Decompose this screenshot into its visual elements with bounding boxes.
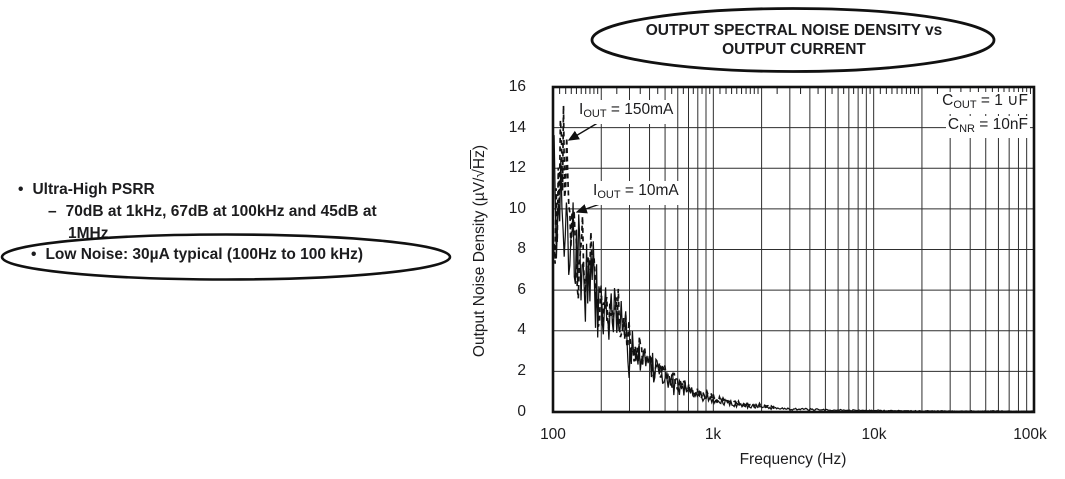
- feature-item-psrr-detail: –70dB at 1kHz, 67dB at 100kHz and 45dB a…: [48, 203, 377, 220]
- sqrt-symbol: √: [471, 169, 488, 178]
- condition-cout-sub: OUT: [953, 99, 977, 111]
- feature-item-low-noise-text: Low Noise: 30µA typical (100Hz to 100 kH…: [45, 246, 364, 263]
- y-axis-title-prefix: Output Noise Density (µV/: [471, 177, 488, 358]
- condition-cnr-rest: = 10nF: [975, 116, 1028, 133]
- feature-item-psrr-detail-text: 70dB at 1kHz, 67dB at 100kHz and 45dB at: [65, 203, 377, 220]
- label-iout-150ma: IOUT = 150mA: [576, 100, 677, 124]
- y-tick-10: 10: [508, 200, 526, 217]
- x-tick-10k: 10k: [861, 426, 887, 443]
- curve-iout-150ma: [552, 105, 775, 409]
- feature-item-psrr: • Ultra-High PSRR: [18, 181, 155, 198]
- condition-cout-rest: = 1 ∪F: [976, 92, 1028, 109]
- bullet-icon: •: [18, 181, 24, 198]
- label-iout-10ma-sub: OUT: [597, 189, 621, 201]
- title-emphasis-ellipse: [590, 7, 996, 73]
- label-iout-10ma: IOUT = 10mA: [590, 181, 682, 205]
- y-axis-title-hz: Hz: [470, 150, 488, 170]
- chart-title-line2: OUTPUT CURRENT: [722, 41, 866, 58]
- x-tick-1k: 1k: [704, 426, 722, 443]
- feature-item-psrr-detail-wrap-text: 1MHz: [68, 225, 109, 242]
- y-tick-4: 4: [517, 321, 526, 338]
- y-axis-title: Output Noise Density (µV/√Hz): [470, 101, 489, 401]
- label-iout-150ma-rest: = 150mA: [606, 101, 674, 118]
- feature-item-psrr-detail-wrap: 1MHz: [68, 225, 108, 242]
- chart-title-line1: OUTPUT SPECTRAL NOISE DENSITY vs: [645, 22, 943, 39]
- label-iout-10ma-rest: = 10mA: [620, 182, 679, 199]
- condition-cout: COUT = 1 ∪F: [940, 92, 1030, 114]
- condition-cnr-sub: NR: [959, 123, 975, 135]
- label-iout-150ma-main: I: [579, 101, 584, 118]
- x-tick-100k: 100k: [1013, 426, 1047, 443]
- label-iout-10ma-main: I: [593, 182, 598, 199]
- label-iout-150ma-sub: OUT: [583, 108, 607, 120]
- bullet-icon: •: [31, 246, 37, 263]
- y-tick-12: 12: [508, 159, 526, 176]
- y-tick-8: 8: [517, 240, 526, 257]
- condition-cnr: CNR = 10nF: [945, 116, 1030, 138]
- y-tick-14: 14: [508, 119, 526, 136]
- x-tick-100: 100: [540, 426, 566, 443]
- y-tick-16: 16: [508, 78, 526, 95]
- y-tick-6: 6: [517, 281, 526, 298]
- feature-item-low-noise: • Low Noise: 30µA typical (100Hz to 100 k…: [31, 246, 363, 263]
- x-axis-title: Frequency (Hz): [739, 451, 847, 468]
- condition-cnr-main: C: [947, 116, 960, 133]
- curve-iout-10ma: [552, 135, 1035, 413]
- dash-icon: –: [48, 203, 57, 220]
- y-tick-0: 0: [517, 403, 526, 420]
- y-axis-title-suffix: ): [471, 144, 488, 151]
- condition-cout-main: C: [942, 92, 954, 109]
- feature-item-psrr-text: Ultra-High PSRR: [32, 181, 155, 198]
- y-tick-2: 2: [517, 362, 526, 379]
